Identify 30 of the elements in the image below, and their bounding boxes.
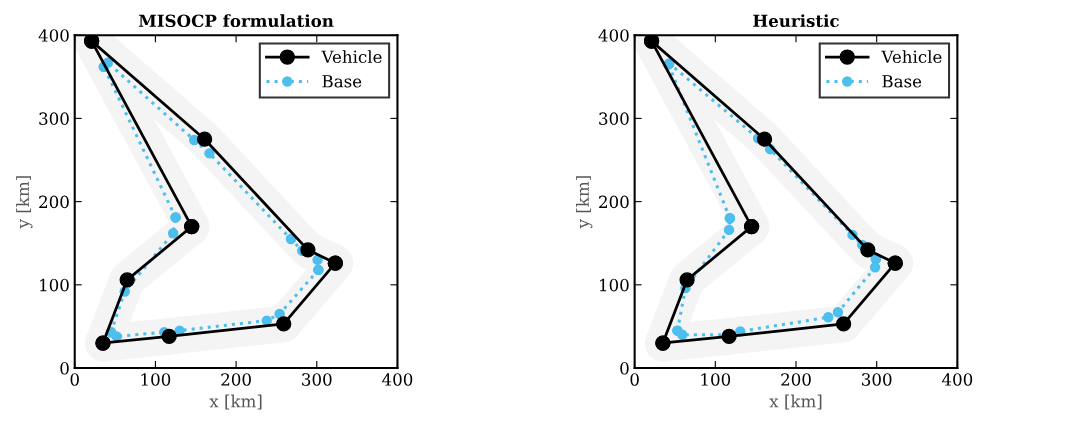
chart-title: Heuristic [753,14,839,28]
x-tick-label: 300 [862,373,892,386]
y-tick-label: 0 [60,361,69,375]
legend-label: Vehicle [881,50,942,64]
x-tick-label: 0 [630,373,639,386]
x-tick-label: 400 [382,373,413,386]
y-tick-label: 400 [598,29,629,42]
legend-label: Base [322,75,362,88]
y-tick-label: 100 [40,278,69,292]
x-tick-label: 0 [70,373,79,386]
x-tick-label: 200 [781,373,811,386]
legend-label: Base [882,75,922,88]
x-tick-label: 200 [221,373,251,386]
y-tick-label: 400 [38,29,69,42]
x-tick-label: 100 [701,373,731,386]
y-tick-label: 200 [599,195,629,209]
legend-label: Vehicle [321,50,382,64]
y-axis-title: y [km] [16,176,33,229]
y-tick-label: 300 [39,112,69,125]
x-tick-label: 400 [941,373,973,386]
x-tick-label: 100 [141,373,171,386]
x-axis-title: x [km] [209,394,262,410]
y-tick-label: 300 [599,112,629,125]
y-tick-label: 100 [600,278,629,292]
y-tick-label: 200 [39,195,69,209]
chart-title: MISOCP formulation [138,14,334,28]
x-tick-label: 300 [302,373,332,386]
y-tick-label: 0 [620,361,629,375]
x-axis-title: x [km] [769,394,822,410]
y-axis-title: y [km] [576,176,593,229]
